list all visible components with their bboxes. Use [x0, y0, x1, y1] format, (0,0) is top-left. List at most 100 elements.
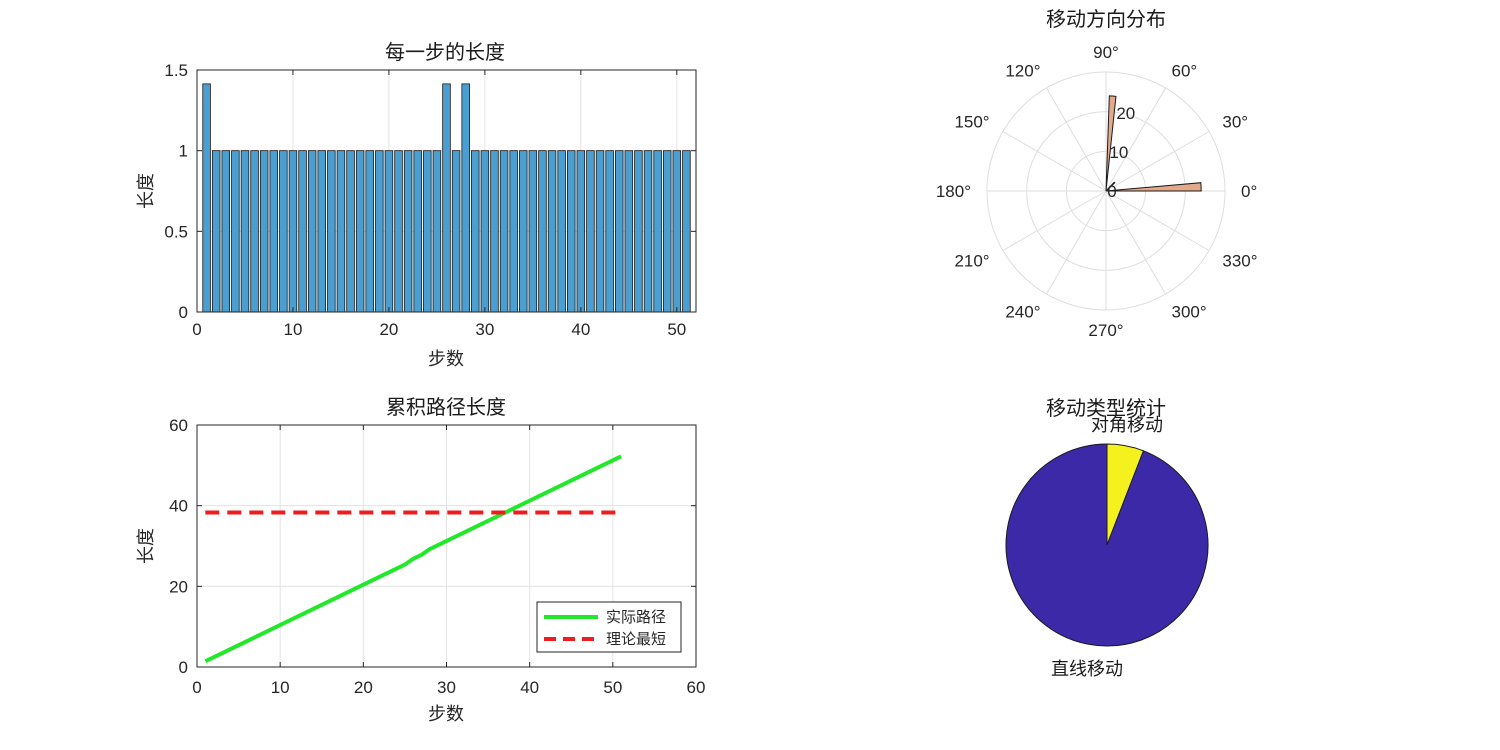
- bar: [231, 150, 240, 313]
- bar-ytick-label: 1: [179, 142, 188, 161]
- polar-r-label: 20: [1116, 104, 1135, 123]
- polar-theta-label: 120°: [1005, 62, 1040, 81]
- bar: [317, 150, 326, 313]
- bar: [624, 150, 634, 313]
- bar-chart-axes: 每一步的长度 0 10 20 30 40 50 0 0.5 1 1.5 步数 长度: [136, 40, 697, 370]
- bar: [662, 150, 672, 313]
- bar: [250, 150, 259, 313]
- line-chart-ylabel: 长度: [136, 528, 157, 564]
- polar-theta-label: 180°: [936, 182, 971, 201]
- bar: [365, 150, 374, 313]
- polar-theta-label: 150°: [954, 113, 989, 132]
- polar-chart-ticks: 0° 30° 60° 90° 120° 150° 180° 210° 240° 270° 300° 3…: [936, 43, 1258, 340]
- line-xtick-label: 40: [520, 678, 539, 697]
- bar: [307, 150, 317, 313]
- line-xtick-label: 50: [603, 678, 622, 697]
- bar: [403, 150, 413, 313]
- bar: [586, 150, 595, 313]
- bar-chart-bars: [202, 83, 691, 313]
- polar-grid-spoke: [1002, 190, 1107, 251]
- line-xtick-label: 10: [271, 678, 290, 697]
- bar: [528, 150, 538, 313]
- bar: [614, 150, 624, 313]
- bar: [480, 150, 490, 313]
- legend-box: [536, 601, 682, 653]
- bar: [211, 150, 221, 313]
- line-xtick-label: 0: [192, 678, 201, 697]
- polar-r-label: 0: [1107, 182, 1116, 201]
- bar: [682, 150, 691, 313]
- bar: [240, 150, 250, 313]
- pie-label-diagonal: 对角移动: [1091, 415, 1163, 436]
- line-chart-series: [204, 454, 623, 664]
- polar-theta-label: 60°: [1172, 62, 1198, 81]
- bar-xtick-label: 10: [284, 320, 303, 339]
- bar-chart-ticks: 0 10 20 30 40 50 0 0.5 1 1.5: [164, 61, 696, 339]
- polar-grid-spoke: [1046, 190, 1107, 295]
- pie-chart-axes: 移动类型统计 对角移动 直线移动: [1005, 396, 1209, 680]
- bar-chart-title: 每一步的长度: [385, 40, 505, 64]
- bar: [384, 150, 394, 313]
- polar-grid-spoke: [1105, 131, 1210, 192]
- polar-theta-label: 30°: [1222, 113, 1248, 132]
- polar-grid-spoke: [1046, 87, 1107, 192]
- pie-chart-slices: [1005, 443, 1209, 647]
- series-actual-path: [204, 454, 623, 664]
- polar-bar: [1105, 182, 1202, 192]
- line-chart-ticks: 0 10 20 30 40 50 60 0 20 40 60: [169, 416, 705, 697]
- polar-theta-label: 330°: [1222, 252, 1257, 271]
- bar: [202, 83, 211, 313]
- polar-chart-axes: 移动方向分布 0° 30° 60° 90° 120° 150° 180° 210° 240° 27…: [936, 7, 1258, 340]
- line-xtick-label: 60: [687, 678, 706, 697]
- polar-theta-label: 90°: [1093, 43, 1119, 62]
- pie-label-straight: 直线移动: [1051, 659, 1123, 680]
- polar-chart-title: 移动方向分布: [1046, 7, 1166, 31]
- bar: [375, 150, 384, 313]
- pie-slice: [1005, 443, 1209, 647]
- line-xtick-label: 30: [437, 678, 456, 697]
- bar: [471, 150, 480, 313]
- bar: [327, 150, 336, 313]
- line-chart-title: 累积路径长度: [386, 395, 506, 419]
- line-ytick-label: 40: [169, 497, 188, 516]
- legend-label-shortest: 理论最短: [606, 630, 666, 648]
- polar-theta-label: 0°: [1241, 182, 1257, 201]
- bar: [634, 150, 643, 313]
- bar: [394, 150, 403, 313]
- bar: [336, 150, 346, 313]
- polar-grid-spoke: [1002, 131, 1107, 192]
- bar: [269, 150, 279, 313]
- polar-theta-label: 270°: [1088, 321, 1123, 340]
- bar-xtick-label: 20: [379, 320, 398, 339]
- bar: [346, 150, 355, 313]
- polar-grid-spoke: [1105, 190, 1210, 251]
- bar: [567, 150, 576, 313]
- line-chart-legend: 实际路径 理论最短: [536, 601, 682, 653]
- bar: [557, 150, 566, 313]
- polar-bar: [1105, 95, 1117, 192]
- bar: [423, 150, 432, 313]
- bar: [653, 150, 662, 313]
- bar: [499, 150, 509, 313]
- line-chart-xlabel: 步数: [428, 704, 464, 725]
- bar: [672, 150, 682, 313]
- pie-chart-title: 移动类型统计: [1046, 396, 1166, 420]
- line-ytick-label: 0: [179, 658, 188, 677]
- polar-grid-spoke: [1105, 190, 1166, 295]
- bar: [519, 150, 528, 313]
- bar: [279, 150, 288, 313]
- bar: [259, 150, 269, 313]
- bar-ytick-label: 0.5: [164, 222, 188, 241]
- bar: [538, 150, 547, 313]
- line-ytick-label: 60: [169, 416, 188, 435]
- line-xtick-label: 20: [354, 678, 373, 697]
- bar-chart-frame: [196, 69, 697, 313]
- bar: [298, 150, 307, 313]
- bar-xtick-label: 50: [667, 320, 686, 339]
- polar-r-label: 10: [1109, 143, 1128, 162]
- polar-theta-label: 300°: [1172, 302, 1207, 321]
- bar: [643, 150, 653, 313]
- bar-ytick-label: 1.5: [164, 61, 188, 80]
- bar-xtick-label: 0: [192, 320, 201, 339]
- line-ytick-label: 20: [169, 577, 188, 596]
